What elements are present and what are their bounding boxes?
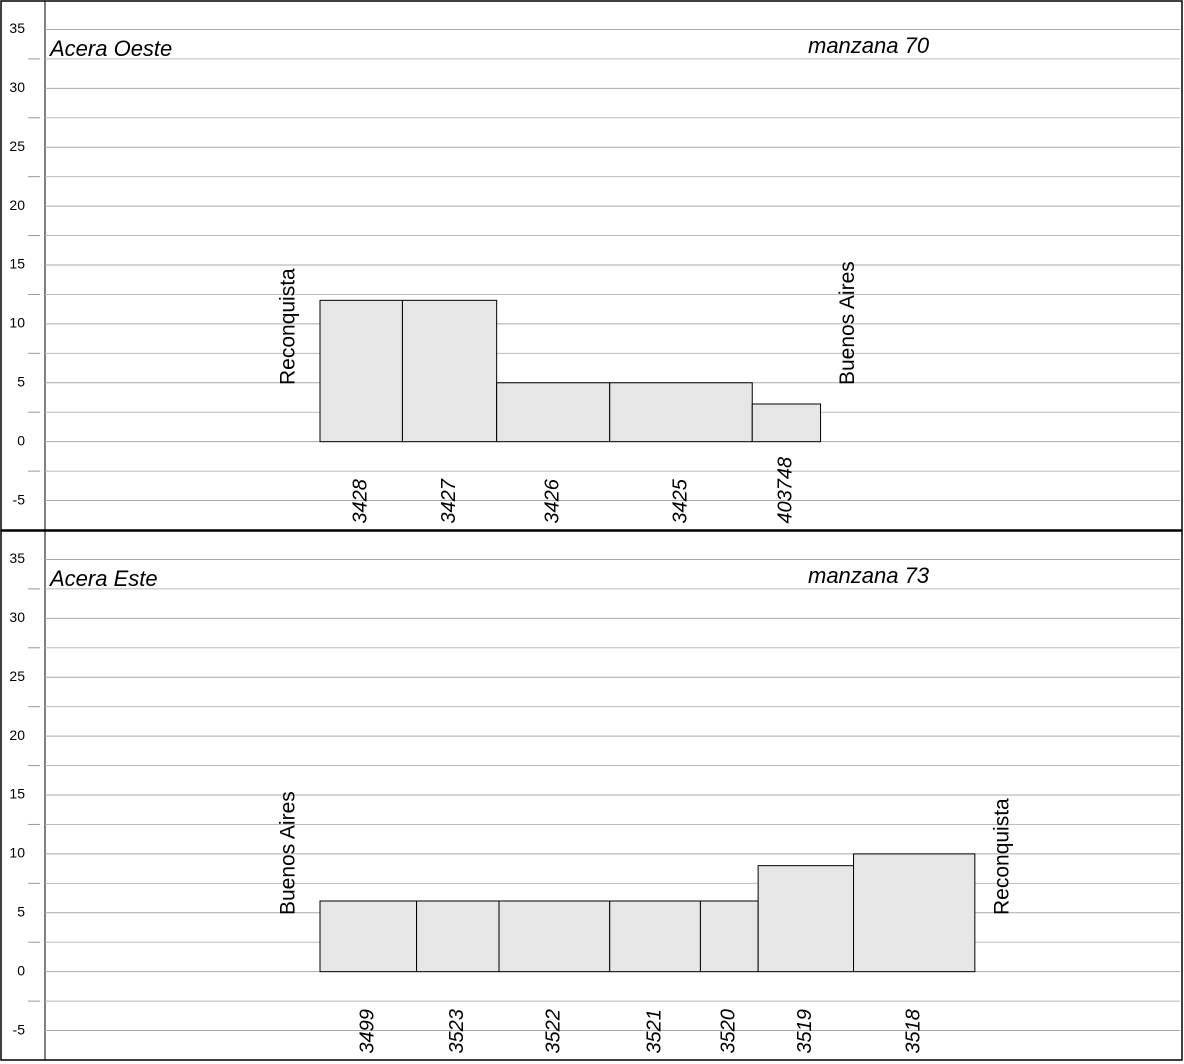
bar <box>498 900 611 973</box>
y-tick-label: 15 <box>9 256 25 272</box>
bar <box>853 853 976 973</box>
y-tick-label: 5 <box>17 903 25 919</box>
y-tick-label: 0 <box>17 962 25 978</box>
lot-label: 3426 <box>541 478 563 523</box>
street-label: Reconquista <box>990 798 1013 915</box>
lot-label: 3523 <box>446 1009 468 1054</box>
panel-title: Acera Este <box>48 566 158 591</box>
street-label: Buenos Aires <box>836 261 859 385</box>
y-tick-label: 25 <box>9 138 25 154</box>
bar <box>609 900 701 973</box>
panel-frame <box>0 0 1183 531</box>
bar <box>751 403 822 443</box>
bar <box>496 382 611 443</box>
y-tick-label: 35 <box>9 20 25 36</box>
panel-frame <box>0 530 1183 1061</box>
y-tick-label: 0 <box>17 432 25 448</box>
bar <box>401 299 498 443</box>
street-label: Reconquista <box>277 268 300 385</box>
street-label: Buenos Aires <box>277 791 300 915</box>
lot-label: 3521 <box>643 1009 665 1054</box>
lot-label: 3520 <box>718 1009 740 1054</box>
y-tick-label: 20 <box>9 727 25 743</box>
lot-label: 3425 <box>669 478 691 523</box>
y-tick-label: 10 <box>9 315 25 331</box>
panel-subtitle: manzana 70 <box>808 33 930 58</box>
y-tick-label: 5 <box>17 373 25 389</box>
bar <box>699 900 759 973</box>
lot-label: 3519 <box>794 1009 816 1054</box>
y-tick-label: 30 <box>9 609 25 625</box>
y-tick-label: 10 <box>9 845 25 861</box>
panel-title: Acera Oeste <box>48 36 172 61</box>
y-tick-label: 30 <box>9 79 25 95</box>
bar <box>319 900 418 973</box>
y-tick-label: -5 <box>13 1021 26 1037</box>
y-tick-label: 25 <box>9 668 25 684</box>
y-tick-label: 20 <box>9 197 25 213</box>
lot-label: 403748 <box>775 457 797 524</box>
bar <box>609 382 753 443</box>
bar <box>319 299 403 443</box>
lot-label: 3499 <box>357 1009 379 1054</box>
lot-label: 3427 <box>438 478 460 523</box>
panel-subtitle: manzana 73 <box>808 563 930 588</box>
y-tick-label: -5 <box>13 491 26 507</box>
bar <box>416 900 500 973</box>
lot-label: 3428 <box>350 479 372 524</box>
bar <box>757 865 855 973</box>
y-tick-label: 35 <box>9 550 25 566</box>
lot-label: 3518 <box>902 1009 924 1054</box>
lot-label: 3522 <box>543 1009 565 1054</box>
y-tick-label: 15 <box>9 786 25 802</box>
